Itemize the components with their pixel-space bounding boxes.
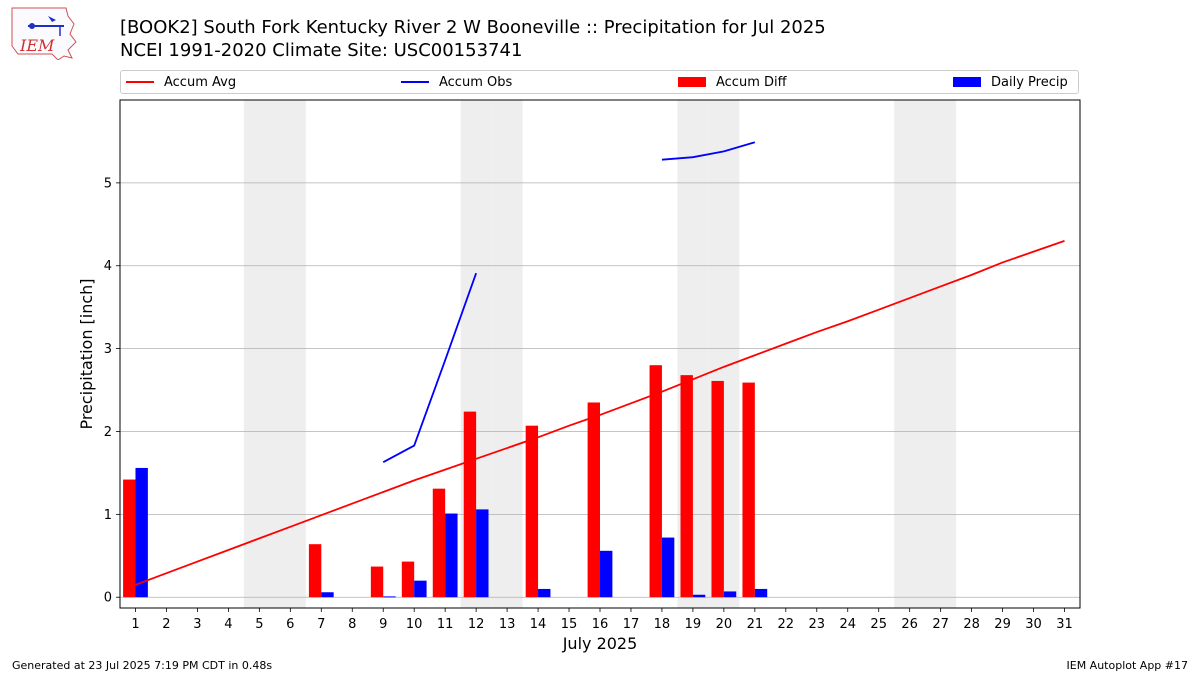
bar-accum-diff-day-18 xyxy=(649,365,662,598)
xtick-label-17: 17 xyxy=(623,617,640,632)
bar-daily-precip-day-10 xyxy=(414,580,427,598)
bar-accum-diff-day-12 xyxy=(463,411,477,598)
xtick-label-9: 9 xyxy=(379,617,387,632)
weekend-band-26 xyxy=(894,100,926,608)
legend-label-accum-obs: Accum Obs xyxy=(439,75,513,90)
bar-accum-diff-day-10 xyxy=(401,561,415,598)
xtick-label-18: 18 xyxy=(654,617,671,632)
xtick-label-8: 8 xyxy=(348,617,356,632)
weekend-band-27 xyxy=(925,100,957,608)
xtick-label-2: 2 xyxy=(162,617,170,632)
bar-daily-precip-day-11 xyxy=(445,513,458,598)
xtick-label-10: 10 xyxy=(406,617,423,632)
bar-accum-diff-day-11 xyxy=(432,488,446,598)
chart-subtitle: NCEI 1991-2020 Climate Site: USC00153741 xyxy=(120,40,523,61)
legend-item-accum-obs: Accum Obs xyxy=(401,74,512,92)
line-accum-obs-segment-1 xyxy=(382,272,477,463)
ytick-label-2: 2 xyxy=(104,425,112,440)
xtick-label-27: 27 xyxy=(932,617,949,632)
legend-label-daily-precip: Daily Precip xyxy=(991,75,1068,90)
bar-daily-precip-day-21 xyxy=(754,588,768,598)
legend-label-accum-diff: Accum Diff xyxy=(716,75,787,90)
ytick-label-0: 0 xyxy=(104,591,112,606)
legend-swatch-daily-precip xyxy=(953,76,981,87)
bar-daily-precip-day-12 xyxy=(476,509,489,598)
xtick-label-13: 13 xyxy=(499,617,516,632)
footer-app: IEM Autoplot App #17 xyxy=(1066,659,1189,672)
xtick-label-7: 7 xyxy=(317,617,325,632)
y-axis-label: Precipitation [inch] xyxy=(77,278,96,429)
legend-item-accum-avg: Accum Avg xyxy=(126,74,236,92)
legend-swatch-accum-diff xyxy=(678,76,706,87)
xtick-label-11: 11 xyxy=(437,617,454,632)
ytick-label-4: 4 xyxy=(104,259,112,274)
bar-daily-precip-day-20 xyxy=(723,591,737,598)
xtick-label-3: 3 xyxy=(193,617,201,632)
bar-daily-precip-day-9 xyxy=(383,596,396,598)
line-accum-obs-segment-2 xyxy=(661,141,756,161)
bar-daily-precip-day-1 xyxy=(135,467,148,598)
line-accum-avg xyxy=(135,240,1065,586)
xtick-label-23: 23 xyxy=(809,617,826,632)
xtick-label-31: 31 xyxy=(1056,617,1073,632)
x-axis-label: July 2025 xyxy=(562,634,638,653)
ytick-label-5: 5 xyxy=(104,176,112,191)
legend-swatch-accum-obs xyxy=(401,80,429,83)
bar-accum-diff-day-16 xyxy=(587,402,600,598)
logo-text: IEM xyxy=(19,36,55,55)
weekend-band-13 xyxy=(491,100,523,608)
weekend-band-5 xyxy=(243,100,275,608)
legend-item-accum-diff: Accum Diff xyxy=(678,74,787,92)
bar-accum-diff-day-14 xyxy=(525,425,539,598)
iem-logo: IEM xyxy=(11,7,77,60)
xtick-label-15: 15 xyxy=(561,617,578,632)
ytick-label-1: 1 xyxy=(104,508,112,523)
xtick-label-21: 21 xyxy=(747,617,764,632)
bar-daily-precip-day-7 xyxy=(321,592,334,598)
ytick-label-3: 3 xyxy=(104,342,112,357)
footer-generated: Generated at 23 Jul 2025 7:19 PM CDT in … xyxy=(12,659,273,672)
bar-daily-precip-day-14 xyxy=(538,588,551,598)
xtick-label-5: 5 xyxy=(255,617,263,632)
legend-label-accum-avg: Accum Avg xyxy=(164,75,237,90)
bar-accum-diff-day-19 xyxy=(680,375,693,598)
bar-accum-diff-day-20 xyxy=(711,380,724,598)
legend-swatch-accum-avg xyxy=(126,80,154,83)
legend: Accum Avg Accum Obs Accum Diff Daily Pre… xyxy=(120,70,1079,94)
xtick-label-24: 24 xyxy=(839,617,856,632)
xtick-label-26: 26 xyxy=(901,617,918,632)
xtick-label-25: 25 xyxy=(870,617,887,632)
chart-title: [BOOK2] South Fork Kentucky River 2 W Bo… xyxy=(120,17,826,38)
xtick-label-14: 14 xyxy=(530,617,547,632)
xtick-label-4: 4 xyxy=(224,617,232,632)
legend-item-daily-precip: Daily Precip xyxy=(953,74,1068,92)
xtick-label-28: 28 xyxy=(963,617,980,632)
bar-accum-diff-day-9 xyxy=(370,566,384,598)
bar-daily-precip-day-18 xyxy=(661,537,675,598)
bar-daily-precip-day-19 xyxy=(692,594,706,598)
bar-accum-diff-day-7 xyxy=(308,544,322,598)
xtick-label-19: 19 xyxy=(685,617,702,632)
xtick-label-1: 1 xyxy=(131,617,139,632)
xtick-label-12: 12 xyxy=(468,617,485,632)
xtick-label-16: 16 xyxy=(592,617,609,632)
xtick-label-20: 20 xyxy=(716,617,733,632)
bar-accum-diff-day-21 xyxy=(742,382,755,598)
xtick-label-29: 29 xyxy=(994,617,1011,632)
bar-accum-diff-day-1 xyxy=(123,479,136,598)
xtick-label-30: 30 xyxy=(1025,617,1042,632)
xtick-label-22: 22 xyxy=(778,617,795,632)
xtick-label-6: 6 xyxy=(286,617,294,632)
bar-daily-precip-day-16 xyxy=(600,550,613,598)
